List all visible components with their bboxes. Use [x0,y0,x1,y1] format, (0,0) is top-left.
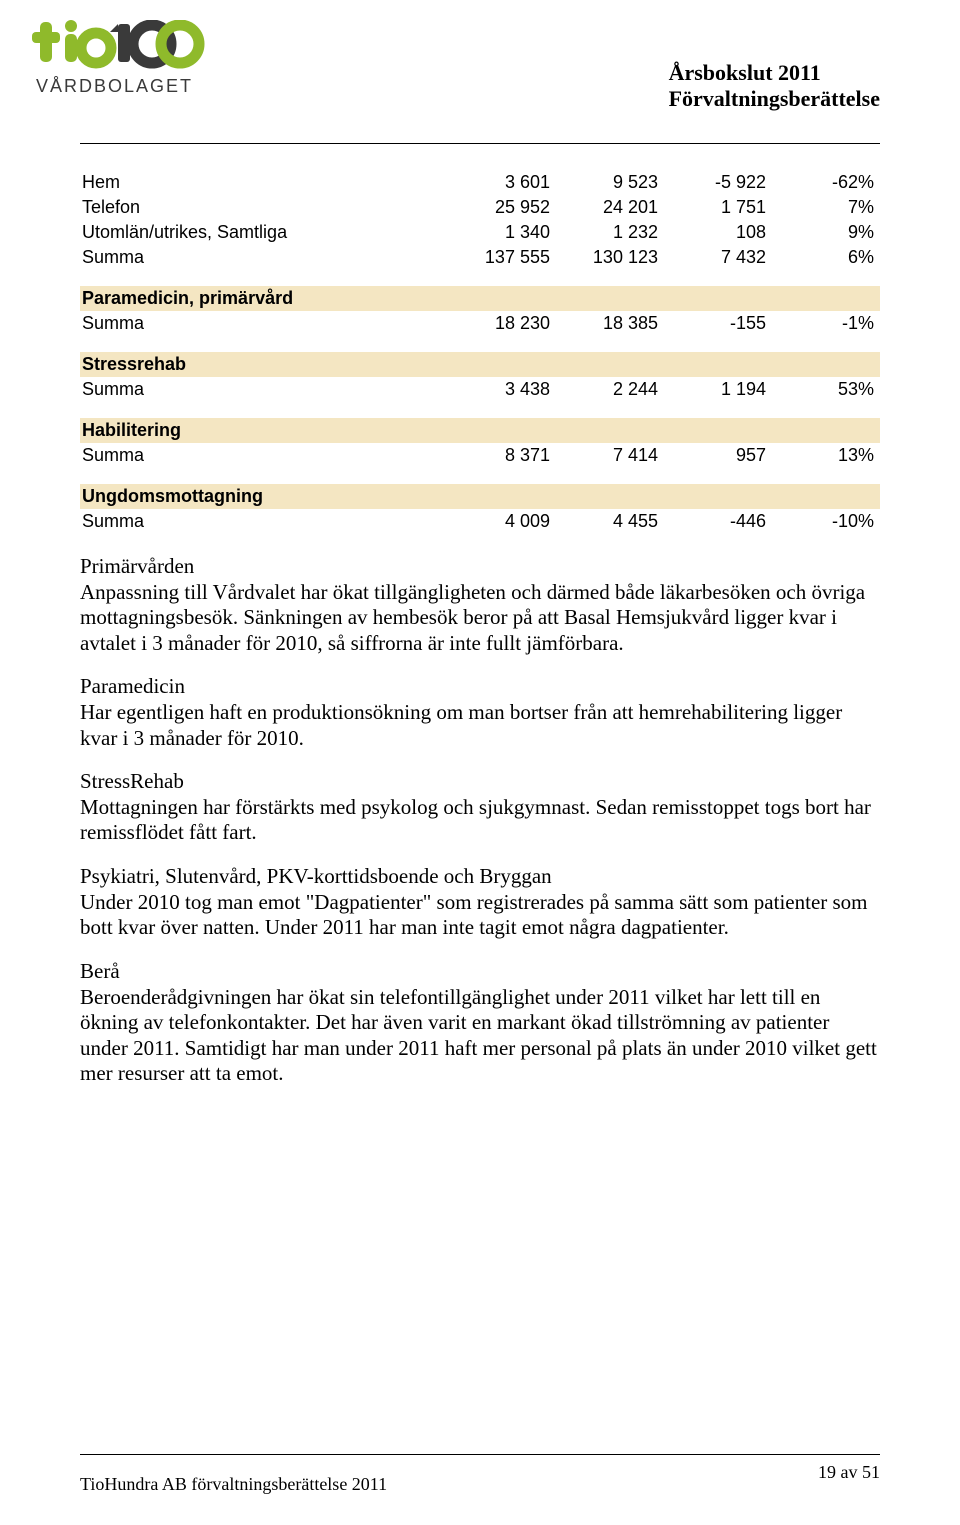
prose-paragraph: Anpassning till Vårdvalet har ökat tillg… [80,580,880,657]
table-row: Hem3 6019 523-5 922-62% [80,170,880,195]
table-spacer [80,270,880,286]
row-col4: 9% [772,220,880,245]
footer-doc-title: TioHundra AB förvaltningsberättelse 2011 [80,1474,387,1495]
prose-paragraph: Mottagningen har förstärkts med psykolog… [80,795,880,846]
table-row: Summa4 0094 455-446-10% [80,509,880,534]
prose-paragraph: Under 2010 tog man emot "Dagpatienter" s… [80,890,880,941]
row-label: Telefon [80,195,448,220]
row-col4: 6% [772,245,880,270]
doc-header: Årsbokslut 2011 Förvaltningsberättelse [669,60,880,113]
row-label: Summa [80,377,448,402]
doc-header-line2: Förvaltningsberättelse [669,86,880,112]
table-section-label: Paramedicin, primärvård [80,286,880,311]
row-col2: 24 201 [556,195,664,220]
table-row: Summa18 23018 385-155-1% [80,311,880,336]
table-spacer [80,468,880,484]
table-section-header: Paramedicin, primärvård [80,286,880,311]
content: Hem3 6019 523-5 922-62%Telefon25 95224 2… [80,170,880,1087]
row-col1: 18 230 [448,311,556,336]
prose-heading: StressRehab [80,769,880,795]
table-row: Summa8 3717 41495713% [80,443,880,468]
prose-paragraph: Har egentligen haft en produktionsökning… [80,700,880,751]
row-col1: 3 438 [448,377,556,402]
table-row: Telefon25 95224 2011 7517% [80,195,880,220]
table-section-label: Ungdomsmottagning [80,484,880,509]
header-divider [80,143,880,144]
table-row: Summa137 555130 1237 4326% [80,245,880,270]
row-col3: -446 [664,509,772,534]
prose-paragraph: Beroenderådgivningen har ökat sin telefo… [80,985,880,1087]
table-section-header: Habilitering [80,418,880,443]
row-col2: 9 523 [556,170,664,195]
row-col3: 1 751 [664,195,772,220]
logo-svg: VÅRDBOLAGET [30,20,230,110]
table-row: Utomlän/utrikes, Samtliga1 3401 2321089% [80,220,880,245]
row-col1: 25 952 [448,195,556,220]
row-col2: 2 244 [556,377,664,402]
row-col2: 130 123 [556,245,664,270]
row-col4: -62% [772,170,880,195]
table-section-label: Habilitering [80,418,880,443]
row-label: Summa [80,509,448,534]
row-col1: 4 009 [448,509,556,534]
row-label: Summa [80,245,448,270]
row-col3: 957 [664,443,772,468]
table-row: Summa3 4382 2441 19453% [80,377,880,402]
prose-heading: Psykiatri, Slutenvård, PKV-korttidsboend… [80,864,880,890]
table-spacer [80,402,880,418]
row-col4: 13% [772,443,880,468]
row-col2: 4 455 [556,509,664,534]
row-col2: 1 232 [556,220,664,245]
row-col2: 7 414 [556,443,664,468]
row-col3: -155 [664,311,772,336]
page: VÅRDBOLAGET Årsbokslut 2011 Förvaltnings… [0,0,960,1525]
row-col4: -10% [772,509,880,534]
footer-page-number: 19 av 51 [818,1462,880,1483]
logo-tagline: VÅRDBOLAGET [36,76,193,96]
row-col4: 53% [772,377,880,402]
row-label: Summa [80,311,448,336]
table-body: Hem3 6019 523-5 922-62%Telefon25 95224 2… [80,170,880,534]
row-col2: 18 385 [556,311,664,336]
doc-header-line1: Årsbokslut 2011 [669,60,880,86]
row-col1: 1 340 [448,220,556,245]
logo: VÅRDBOLAGET [30,20,230,110]
row-col3: 7 432 [664,245,772,270]
prose-heading: Berå [80,959,880,985]
data-table: Hem3 6019 523-5 922-62%Telefon25 95224 2… [80,170,880,534]
prose-container: PrimärvårdenAnpassning till Vårdvalet ha… [80,554,880,1087]
row-col3: 1 194 [664,377,772,402]
row-col3: 108 [664,220,772,245]
row-label: Hem [80,170,448,195]
row-col1: 3 601 [448,170,556,195]
row-col3: -5 922 [664,170,772,195]
table-spacer [80,336,880,352]
row-col1: 8 371 [448,443,556,468]
prose-heading: Paramedicin [80,674,880,700]
table-section-header: Ungdomsmottagning [80,484,880,509]
row-col4: 7% [772,195,880,220]
table-section-label: Stressrehab [80,352,880,377]
row-label: Utomlän/utrikes, Samtliga [80,220,448,245]
table-section-header: Stressrehab [80,352,880,377]
row-col1: 137 555 [448,245,556,270]
footer-divider [80,1454,880,1455]
row-col4: -1% [772,311,880,336]
prose-heading: Primärvården [80,554,880,580]
row-label: Summa [80,443,448,468]
